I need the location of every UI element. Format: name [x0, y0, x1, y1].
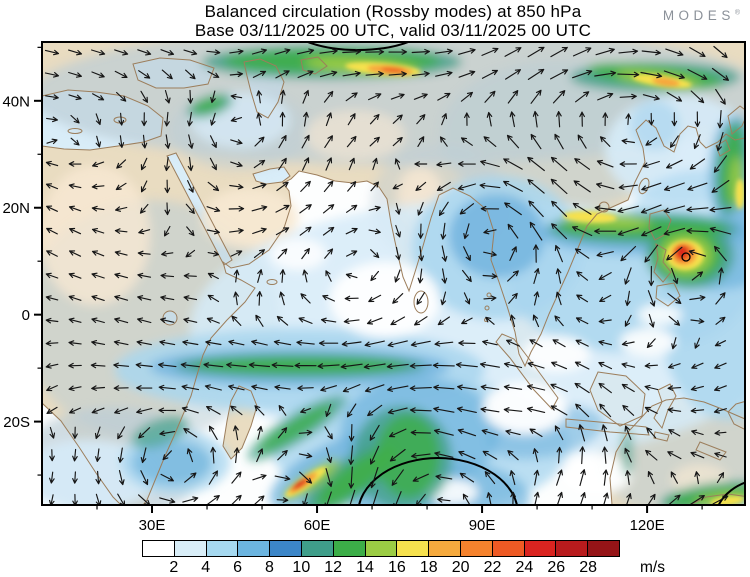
colorbar-segment: [588, 541, 619, 556]
x-tick-label: 60E: [304, 517, 331, 534]
colorbar-tick-label: 22: [483, 559, 502, 576]
colorbar-tick-label: 12: [324, 559, 343, 576]
colorbar-tick-label: 28: [579, 559, 598, 576]
x-tick-label: 90E: [469, 517, 496, 534]
axis-ticks: 30E 60E 90E 120E 40N 20N 0 20S: [2, 46, 703, 534]
colorbar-segment: [492, 541, 525, 556]
chart-title: Balanced circulation (Rossby modes) at 8…: [36, 2, 750, 40]
colorbar-tick-label: 18: [419, 559, 438, 576]
colorbar: [142, 540, 620, 557]
colorbar-tick-label: 26: [547, 559, 566, 576]
colorbar-segment: [429, 541, 461, 556]
colorbar-segment: [365, 541, 398, 556]
colorbar-segment: [206, 541, 239, 556]
colorbar-segment: [270, 541, 302, 556]
colorbar-segment: [238, 541, 271, 556]
plot-frame: [41, 41, 746, 506]
x-tick-label: 30E: [139, 517, 166, 534]
y-tick-label: 40N: [2, 93, 30, 110]
y-tick-label: 20N: [2, 200, 30, 217]
colorbar-tick-label: 8: [265, 559, 274, 576]
modes-logo: MODES®: [662, 8, 740, 23]
colorbar-tick-label: 20: [451, 559, 470, 576]
y-tick-label: 20S: [3, 414, 30, 431]
colorbar-segment: [143, 541, 175, 556]
colorbar-tick-label: 4: [201, 559, 211, 576]
colorbar-tick-label: 24: [515, 559, 534, 576]
colorbar-segment: [524, 541, 557, 556]
colorbar-segment: [333, 541, 366, 556]
colorbar-units-label: m/s: [640, 559, 665, 576]
colorbar-tick-label: 2: [169, 559, 179, 576]
wind-speed-shading-layer: [42, 42, 745, 505]
colorbar-segment: [460, 541, 493, 556]
title-line-1: Balanced circulation (Rossby modes) at 8…: [204, 2, 582, 21]
x-tick-label: 120E: [630, 517, 665, 534]
colorbar-tick-label: 10: [292, 559, 311, 576]
colorbar-segment: [174, 541, 207, 556]
colorbar-tick-label: 16: [388, 559, 406, 576]
colorbar-tick-label: 6: [233, 559, 243, 576]
wind-arrows: [44, 45, 732, 505]
y-tick-label: 0: [22, 307, 30, 324]
colorbar-segment: [301, 541, 334, 556]
colorbar-segment: [556, 541, 589, 556]
colorbar-segment: [397, 541, 430, 556]
colorbar-tick-label: 14: [356, 559, 374, 576]
title-line-2: Base 03/11/2025 00 UTC, valid 03/11/2025…: [194, 21, 592, 41]
